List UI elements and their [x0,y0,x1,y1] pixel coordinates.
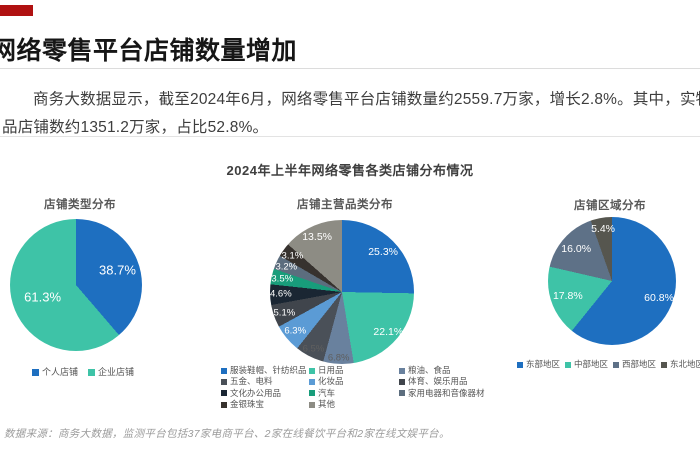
legend-label: 化妆品 [318,376,344,387]
legend-item: 金银珠宝 [221,398,309,410]
slice-label: 60.8% [644,291,674,304]
legend-item: 五金、电料 [221,376,309,387]
legend-item: 其他 [309,398,399,410]
legend-label: 其他 [318,398,336,409]
legend-item: 东部地区 [517,359,561,370]
legend-swatch [613,361,619,368]
chart-subtitle: 店铺类型分布 [44,199,116,211]
legend-swatch [32,368,39,376]
slice-label: 3.1% [281,250,304,262]
slice-label: 6.8% [327,352,350,364]
legend-item: 东北地区 [661,359,700,370]
slice-label: 61.3% [24,289,62,305]
legend-label: 文化办公用品 [230,387,282,398]
legend-item: 服装鞋帽、针纺织品 [221,365,309,376]
legend-label: 中部地区 [574,359,609,369]
pie-chart [548,217,676,345]
slice-label: 38.7% [99,262,136,278]
legend-item: 企业店铺 [88,367,134,377]
slice-label: 3.5% [271,273,294,285]
legend-label: 东部地区 [526,359,561,369]
intro-text-line-1: 商务大数据显示，截至2024年6月，网络零售平台店铺数量约2559.7万家，增长… [33,91,700,108]
charts-section-title: 2024年上半年网络零售各类店铺分布情况 [226,163,474,178]
legend-swatch [565,361,571,368]
legend-label: 服装鞋帽、针纺织品 [230,365,307,375]
slice-label: 5.1% [273,307,296,319]
legend-label: 粮油、食品 [408,365,451,375]
legend-swatch [399,390,405,397]
legend-item: 中部地区 [565,359,609,370]
intro-text-line-2: 品店铺数约1351.2万家，占比52.8%。 [2,119,269,136]
legend-item: 日用品 [309,365,399,376]
legend-label: 西部地区 [622,359,657,369]
legend-swatch [399,379,405,386]
pie-chart [270,220,414,364]
legend-item: 个人店铺 [32,367,78,377]
chart-legend: 服装鞋帽、针纺织品 日用品 粮油、食品五金、电料 化妆品 体育、娱乐用品文化办公用品 汽车… [221,365,564,410]
legend-item: 文化办公用品 [221,387,309,399]
legend-swatch [309,379,315,386]
page-title: 网络零售平台店铺数量增加 [0,37,298,65]
legend-swatch [309,390,315,397]
title-divider [0,68,700,69]
chart-subtitle: 店铺主营品类分布 [297,199,393,211]
slice-label: 6.5% [302,343,325,355]
legend-label: 体育、娱乐用品 [408,376,468,387]
chart-subtitle: 店铺区域分布 [574,200,646,212]
legend-label: 汽车 [318,387,336,398]
legend-swatch [221,401,227,408]
legend-item: 家用电器和音像器材 [399,387,564,399]
slice-label: 22.1% [373,326,404,339]
legend-item: 化妆品 [309,376,399,387]
legend-label: 金银珠宝 [230,398,265,409]
slice-label: 3.2% [275,261,298,273]
slice-label: 25.3% [368,245,398,258]
slice-label: 4.6% [270,288,292,300]
legend-item: 体育、娱乐用品 [399,376,564,387]
legend-swatch [309,367,315,374]
pie-chart [10,219,142,351]
legend-swatch [309,401,315,408]
legend-swatch [88,368,95,376]
legend-label: 日用品 [318,365,344,375]
data-source-footnote: 数据来源：商务大数据，监测平台包括37家电商平台、2家在线餐饮平台和2家在线文娱… [4,428,450,440]
slice-label: 16.0% [561,243,592,256]
legend-label: 企业店铺 [98,367,135,377]
header-accent-bar [0,5,33,16]
legend-item: 汽车 [309,387,399,399]
legend-swatch [221,390,227,397]
legend-swatch [517,361,523,368]
slice-label: 6.3% [284,325,307,337]
legend-swatch [399,367,405,374]
legend-label: 东北地区 [670,359,700,369]
legend-swatch [221,379,227,386]
legend-item: 西部地区 [613,359,657,370]
legend-label: 五金、电料 [230,376,273,387]
legend-swatch [221,367,227,374]
legend-item: 粮油、食品 [399,365,564,376]
slice-label: 5.4% [591,222,615,235]
legend-swatch [661,361,667,368]
slice-label: 17.8% [552,290,583,303]
legend-label: 个人店铺 [42,367,79,377]
section-divider [0,136,700,137]
legend-label: 家用电器和音像器材 [408,387,485,398]
slice-label: 13.5% [302,230,332,243]
